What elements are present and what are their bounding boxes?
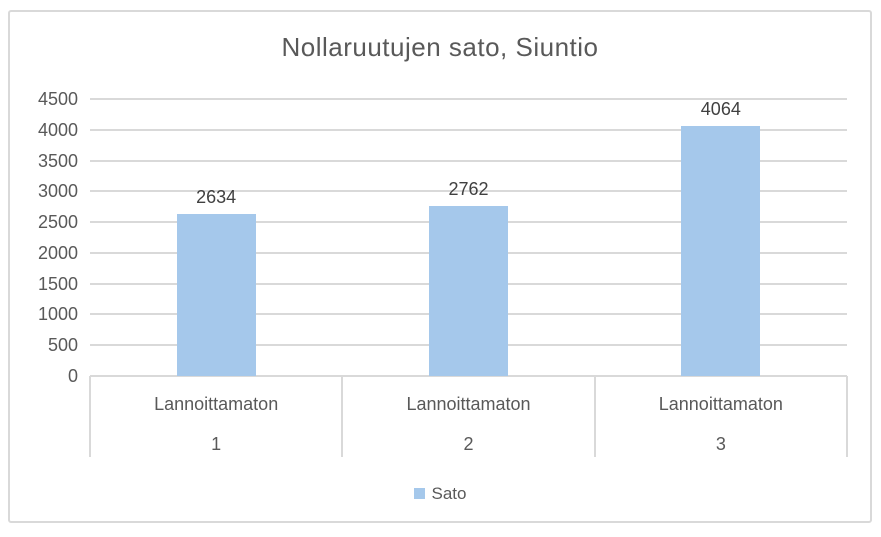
y-axis-tick-label: 3000 [37,181,78,202]
y-axis-tick-label: 4500 [37,89,78,109]
category-label-line2: 3 [715,434,726,454]
category-label-line1: Lannoittamaton [406,394,531,414]
gridline [90,190,847,193]
category-label-line1: Lannoittamaton [154,394,279,414]
category-label-line2: 2 [463,434,474,454]
gridline [90,159,847,162]
y-axis-tick-label: 3500 [37,150,78,171]
legend-marker-sato [413,488,425,499]
category-boundary-line [846,376,848,457]
x-axis-line [90,375,847,377]
y-axis-tick-label: 2500 [37,212,78,233]
y-axis-tick-label: 1000 [37,304,78,325]
y-axis-tick-label: 0 [67,366,78,386]
data-label: 4064 [700,98,741,119]
plot-area: 0 500 1000 1500 2000 2500 3000 3500 4000 4500 2634… [10,12,870,521]
bar-lannoittamaton-1 [176,213,256,376]
data-label: 2634 [196,186,237,207]
bar-lannoittamaton-2 [429,205,508,376]
legend: Sato [10,485,870,502]
chart-frame: Nollaruutujen sato, Siuntio 0 500 1000 1500… [8,10,872,523]
bar-lannoittamaton-3 [681,125,761,376]
category-label-line1: Lannoittamaton [658,394,783,414]
gridline [90,128,847,131]
data-label: 2762 [448,178,489,199]
category-boundary-line [89,376,91,457]
y-axis-tick-label: 2000 [37,242,78,263]
category-boundary-line [593,376,596,457]
chart-title: Nollaruutujen sato, Siuntio [281,32,599,62]
legend-label: Sato [431,484,467,503]
y-axis-tick-label: 500 [47,335,78,356]
y-axis-tick-label: 4000 [37,119,78,140]
y-axis-tick-label: 1500 [37,273,78,294]
gridline [90,98,847,100]
category-boundary-line [341,376,344,457]
category-label-line2: 1 [211,434,222,454]
